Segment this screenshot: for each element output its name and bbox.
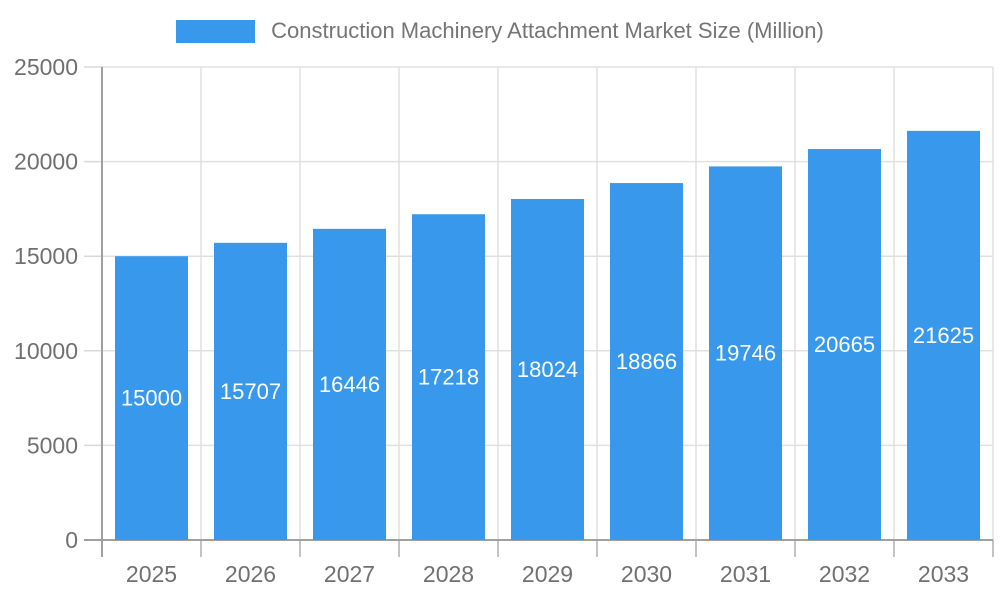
bar-2026[interactable] xyxy=(214,242,287,541)
y-axis-label: 0 xyxy=(65,527,78,553)
legend-label: Construction Machinery Attachment Market… xyxy=(271,18,824,43)
bar-2025[interactable] xyxy=(115,256,188,540)
bar-value-label-2027: 16446 xyxy=(319,372,380,397)
x-axis-label-2028: 2028 xyxy=(423,561,474,587)
bar-value-label-2031: 19746 xyxy=(715,341,776,366)
x-axis-label-2027: 2027 xyxy=(324,561,375,587)
bar-2031[interactable] xyxy=(709,166,782,540)
bar-value-label-2028: 17218 xyxy=(418,365,479,390)
x-axis-label-2033: 2033 xyxy=(918,561,969,587)
x-axis-label-2025: 2025 xyxy=(126,561,177,587)
x-axis-label-2029: 2029 xyxy=(522,561,573,587)
x-axis-label-2030: 2030 xyxy=(621,561,672,587)
bar-value-label-2026: 15707 xyxy=(220,379,281,404)
bar-value-label-2025: 15000 xyxy=(121,386,182,411)
bar-value-label-2032: 20665 xyxy=(814,332,875,357)
y-axis-label: 15000 xyxy=(14,243,78,269)
bar-value-label-2029: 18024 xyxy=(517,357,578,382)
y-axis-label: 25000 xyxy=(14,54,78,80)
legend-swatch xyxy=(176,19,256,43)
x-axis-label-2026: 2026 xyxy=(225,561,276,587)
y-axis-label: 10000 xyxy=(14,338,78,364)
bar-2032[interactable] xyxy=(808,149,881,541)
bar-value-label-2030: 18866 xyxy=(616,349,677,374)
x-axis-label-2032: 2032 xyxy=(819,561,870,587)
bar-2030[interactable] xyxy=(610,183,683,540)
x-axis-label-2031: 2031 xyxy=(720,561,771,587)
chart-legend[interactable]: Construction Machinery Attachment Market… xyxy=(0,18,1000,44)
bar-2028[interactable] xyxy=(412,214,485,540)
bar-value-label-2033: 21625 xyxy=(913,323,974,348)
y-axis-label: 5000 xyxy=(27,432,78,458)
y-axis-label: 20000 xyxy=(14,149,78,175)
bar-2033[interactable] xyxy=(907,130,980,541)
bar-2027[interactable] xyxy=(313,228,386,540)
bar-2029[interactable] xyxy=(511,198,584,541)
